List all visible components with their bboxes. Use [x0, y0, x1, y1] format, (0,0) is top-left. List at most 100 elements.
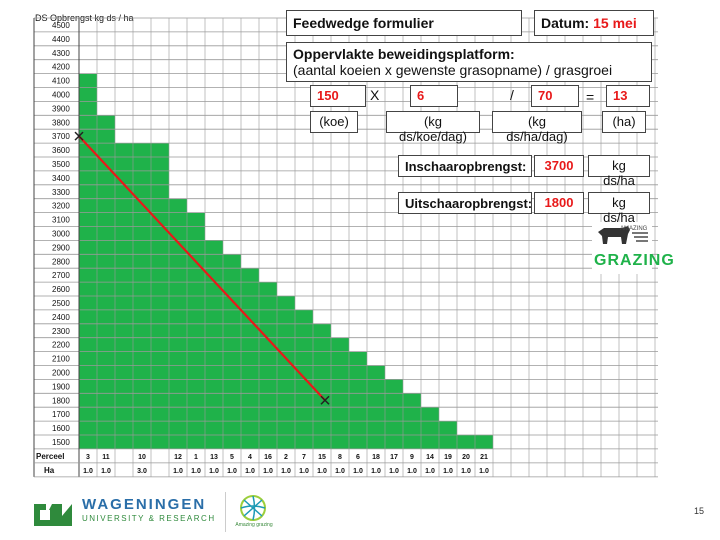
- y-tick-label: 3000: [52, 230, 70, 239]
- category-label: 3: [86, 454, 90, 461]
- grazing-logo-top: AMAZING: [620, 226, 648, 232]
- bar: [385, 379, 403, 449]
- date-label: Datum:: [541, 15, 590, 31]
- date-field: Datum: 15 mei: [534, 10, 654, 36]
- category-label: 10: [138, 454, 146, 461]
- grazing-logo: AMAZING GRAZING: [592, 222, 674, 274]
- category-label: 8: [338, 454, 342, 461]
- ha-label: 1.0: [263, 468, 273, 475]
- growth-value: 70: [531, 85, 579, 107]
- area-value: 13: [606, 85, 650, 107]
- ha-label: 1.0: [209, 468, 219, 475]
- wedge-marker: [320, 395, 330, 405]
- category-label: 12: [174, 454, 182, 461]
- ha-label: 1.0: [425, 468, 435, 475]
- category-label: 16: [264, 454, 272, 461]
- category-label: 15: [318, 454, 326, 461]
- wedge-marker: [74, 131, 84, 141]
- y-tick-label: 2600: [52, 285, 70, 294]
- grazing-logo-main: GRAZING: [594, 252, 675, 269]
- y-tick-label: 2300: [52, 327, 70, 336]
- category-label: 1: [194, 454, 198, 461]
- platform-formula-description: Oppervlakte beweidingsplatform: (aantal …: [286, 42, 652, 82]
- ha-label: 1.0: [335, 468, 345, 475]
- ha-label: 1.0: [389, 468, 399, 475]
- ha-label: 1.0: [317, 468, 327, 475]
- wur-subtitle: UNIVERSITY & RESEARCH: [82, 514, 216, 523]
- page-number: 15: [693, 506, 704, 516]
- y-tick-label: 3100: [52, 216, 70, 225]
- ha-label: 1.0: [227, 468, 237, 475]
- wur-emblem-icon: [34, 504, 72, 526]
- ha-label: 1.0: [173, 468, 183, 475]
- wedge-line: [78, 135, 326, 401]
- y-tick-label: 4100: [52, 77, 70, 86]
- in-yield-value: 3700: [534, 155, 584, 177]
- cows-value: 150: [310, 85, 366, 107]
- bar: [79, 73, 97, 449]
- y-tick-label: 3500: [52, 160, 70, 169]
- category-label: 18: [372, 454, 380, 461]
- out-yield-value: 1800: [534, 192, 584, 214]
- category-label: 5: [230, 454, 234, 461]
- row-label-ha: Ha: [44, 466, 55, 475]
- growth-unit: (kg ds/ha/dag): [492, 111, 582, 144]
- ha-label: 1.0: [479, 468, 489, 475]
- in-yield-label: Inschaaropbrengst:: [398, 155, 532, 177]
- category-label: 7: [302, 454, 306, 461]
- equals-symbol: =: [586, 89, 595, 105]
- description-heading: Oppervlakte beweidingsplatform:: [293, 46, 515, 62]
- ha-label: 1.0: [443, 468, 453, 475]
- category-label: 20: [462, 454, 470, 461]
- description-formula: (aantal koeien x gewenste grasopname) / …: [293, 62, 613, 78]
- cows-unit: (koe): [310, 111, 358, 133]
- y-tick-label: 3200: [52, 202, 70, 211]
- logo-divider: [225, 492, 226, 532]
- area-unit: (ha): [602, 111, 646, 133]
- category-label: 11: [102, 454, 110, 461]
- ha-label: 1.0: [299, 468, 309, 475]
- row-label-perceel: Perceel: [36, 452, 64, 461]
- bar: [313, 323, 331, 449]
- y-tick-label: 2700: [52, 271, 70, 280]
- ha-label: 1.0: [407, 468, 417, 475]
- category-label: 6: [356, 454, 360, 461]
- intake-value: 6: [410, 85, 458, 107]
- bar: [349, 351, 367, 449]
- ha-label: 1.0: [353, 468, 363, 475]
- category-label: 9: [410, 454, 414, 461]
- footer-logos: WAGENINGEN UNIVERSITY & RESEARCH Amazing…: [0, 488, 720, 540]
- ha-label: 1.0: [461, 468, 471, 475]
- y-tick-label: 3700: [52, 132, 70, 141]
- y-tick-label: 2500: [52, 299, 70, 308]
- cow-icon: [598, 226, 648, 244]
- y-tick-label: 3800: [52, 118, 70, 127]
- category-label: 19: [444, 454, 452, 461]
- y-tick-label: 1700: [52, 410, 70, 419]
- category-label: 4: [248, 454, 252, 461]
- y-tick-label: 3900: [52, 104, 70, 113]
- intake-unit: (kg ds/koe/dag): [386, 111, 480, 144]
- y-tick-label: 2000: [52, 369, 70, 378]
- bar: [187, 212, 205, 449]
- in-yield-unit: kg ds/ha: [588, 155, 650, 188]
- y-tick-label: 1500: [52, 438, 70, 447]
- ha-label: 1.0: [281, 468, 291, 475]
- y-tick-label: 3600: [52, 146, 70, 155]
- category-label: 14: [426, 454, 434, 461]
- bar: [277, 296, 295, 449]
- y-tick-label: 1800: [52, 396, 70, 405]
- y-tick-label: 1600: [52, 424, 70, 433]
- bar: [421, 407, 439, 449]
- y-tick-label: 2100: [52, 355, 70, 364]
- bar: [475, 435, 493, 449]
- y-tick-label: 4500: [52, 21, 70, 30]
- category-label: 21: [480, 454, 488, 461]
- ha-label: 1.0: [191, 468, 201, 475]
- ha-label: 1.0: [83, 468, 93, 475]
- bar: [205, 240, 223, 449]
- ha-label: 1.0: [371, 468, 381, 475]
- y-tick-label: 3300: [52, 188, 70, 197]
- bar: [457, 435, 475, 449]
- out-yield-unit: kg ds/ha: [588, 192, 650, 225]
